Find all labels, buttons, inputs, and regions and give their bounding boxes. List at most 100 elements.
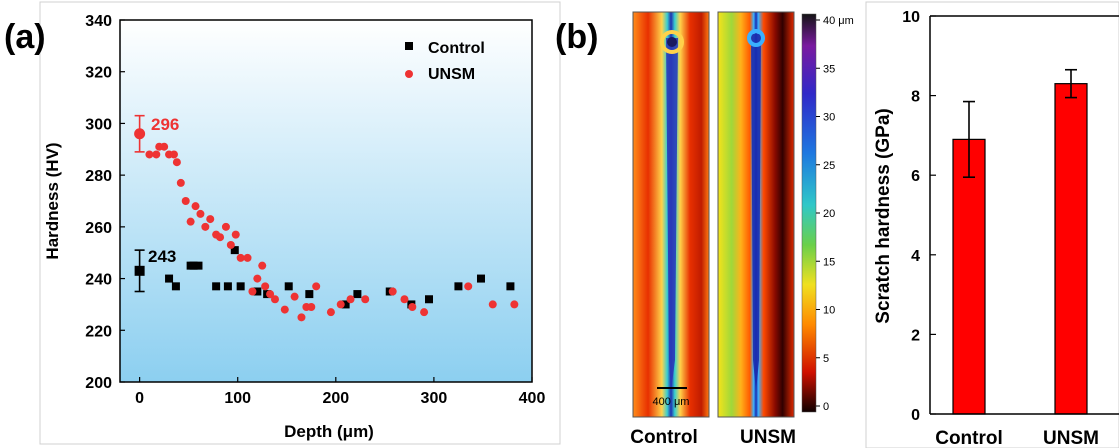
unsm-point bbox=[307, 303, 316, 312]
legend-label-unsm: UNSM bbox=[428, 66, 475, 83]
unsm-point bbox=[290, 292, 299, 301]
heatmap-control-label: Control bbox=[630, 427, 698, 448]
colorbar-ticks: 40 μm 35 30 25 20 15 10 5 0 bbox=[816, 15, 854, 413]
control-point bbox=[212, 282, 221, 291]
unsm-point bbox=[191, 202, 200, 211]
scratch-tip-unsm bbox=[747, 29, 765, 47]
control-point bbox=[353, 290, 362, 299]
axis-ticks-a: 0 100 200 300 400 200 220 240 260 280 300 320 340 bbox=[85, 13, 545, 407]
unsm-point bbox=[248, 287, 257, 296]
x-tick-label-a: 300 bbox=[421, 390, 448, 407]
unsm-point bbox=[152, 150, 161, 159]
panel-label-a: (a) bbox=[4, 18, 46, 56]
control-point bbox=[236, 282, 245, 291]
unsm-point bbox=[312, 282, 321, 291]
x-tick-label-a: 400 bbox=[519, 390, 546, 407]
control-point bbox=[253, 287, 262, 296]
control-point bbox=[171, 282, 180, 291]
y-tick-label-bars: 4 bbox=[911, 248, 920, 265]
scratch-track-unsm bbox=[751, 34, 761, 392]
panel-b-bars: 0 2 4 6 8 10 Control UNSM Scratch hardness (GP… bbox=[865, 1, 1119, 448]
y-tick-label-a: 260 bbox=[85, 220, 112, 237]
y-tick-label-a: 300 bbox=[85, 116, 112, 133]
control-point bbox=[476, 274, 485, 283]
y-tick-label-a: 200 bbox=[85, 375, 112, 392]
x-tick-label-bars: Control bbox=[935, 428, 1003, 448]
x-tick-label-a: 0 bbox=[135, 390, 144, 407]
axis-ticks-bars: 0 2 4 6 8 10 bbox=[902, 9, 936, 424]
annotation-243: 243 bbox=[148, 247, 176, 266]
unsm-point bbox=[216, 233, 225, 242]
unsm-point bbox=[186, 217, 195, 226]
unsm-point bbox=[176, 178, 185, 187]
control-point bbox=[230, 246, 239, 255]
unsm-point bbox=[336, 300, 345, 309]
y-tick-label-a: 240 bbox=[85, 272, 112, 289]
colorbar-tick-label: 35 bbox=[823, 63, 835, 75]
scratch-tip-control bbox=[660, 30, 684, 54]
control-point bbox=[223, 282, 232, 291]
unsm-point bbox=[261, 282, 270, 291]
unsm-point bbox=[196, 209, 205, 218]
unsm-point bbox=[201, 222, 210, 231]
unsm-point bbox=[258, 261, 267, 270]
y-tick-label-bars: 6 bbox=[911, 168, 920, 185]
control-point bbox=[425, 295, 433, 304]
bar-control bbox=[952, 138, 986, 415]
unsm-point bbox=[510, 300, 519, 309]
control-point bbox=[454, 282, 463, 291]
unsm-point bbox=[270, 295, 279, 304]
legend-marker-control bbox=[405, 42, 413, 50]
colorbar-tick-label: 10 bbox=[823, 305, 835, 317]
y-axis-label-bars: Scratch hardness (GPa) bbox=[873, 108, 894, 323]
bar-unsm bbox=[1054, 83, 1088, 415]
unsm-point bbox=[181, 197, 190, 205]
unsm-point bbox=[160, 142, 169, 151]
panel-label-b: (b) bbox=[555, 18, 598, 56]
x-tick-label-a: 200 bbox=[322, 390, 349, 407]
unsm-point bbox=[346, 295, 355, 304]
unsm-point bbox=[464, 282, 473, 291]
unsm-point bbox=[172, 158, 181, 167]
unsm-point bbox=[408, 303, 417, 312]
unsm-point bbox=[206, 215, 215, 224]
unsm-point bbox=[266, 290, 275, 299]
unsm-point bbox=[361, 295, 370, 304]
heatmap-unsm: UNSM bbox=[717, 11, 796, 448]
unsm-point bbox=[243, 253, 252, 262]
panel-a-border bbox=[39, 1, 561, 445]
heatmap-unsm-frame bbox=[717, 11, 795, 418]
control-point bbox=[194, 261, 203, 270]
unsm-point bbox=[388, 287, 397, 296]
control-point bbox=[189, 261, 198, 270]
control-point bbox=[506, 282, 515, 291]
panel-b-bars-border bbox=[865, 1, 1119, 448]
y-tick-label-a: 220 bbox=[85, 323, 112, 340]
control-point bbox=[284, 282, 293, 291]
unsm-point bbox=[488, 300, 497, 309]
unsm-point bbox=[253, 274, 262, 283]
x-axis-label-a: Depth (μm) bbox=[284, 422, 374, 441]
scratch-track-control bbox=[666, 38, 678, 392]
colorbar-gradient bbox=[801, 13, 817, 413]
heatmap-control-frame bbox=[632, 11, 710, 418]
colorbar-tick-label: 15 bbox=[823, 256, 835, 268]
unsm-surface-point bbox=[134, 128, 146, 140]
y-tick-label-bars: 8 bbox=[911, 89, 920, 106]
unsm-point bbox=[145, 150, 154, 159]
colorbar-tick-label: 30 bbox=[823, 112, 835, 124]
unsm-point bbox=[400, 295, 409, 304]
annotation-296: 296 bbox=[151, 115, 179, 134]
unsm-point bbox=[326, 308, 335, 317]
y-tick-label-a: 340 bbox=[85, 13, 112, 30]
colorbar-tick-label: 0 bbox=[823, 401, 829, 413]
plot-frame-a bbox=[119, 19, 533, 383]
y-tick-label-a: 320 bbox=[85, 65, 112, 82]
heatmap-unsm-label: UNSM bbox=[740, 427, 796, 448]
legend-label-control: Control bbox=[428, 40, 485, 57]
unsm-point bbox=[226, 240, 235, 249]
unsm-point bbox=[420, 308, 429, 317]
scale-bar-label: 400 μm bbox=[653, 396, 690, 408]
control-surface-point bbox=[134, 265, 145, 276]
colorbar-tick-label: 5 bbox=[823, 353, 829, 365]
